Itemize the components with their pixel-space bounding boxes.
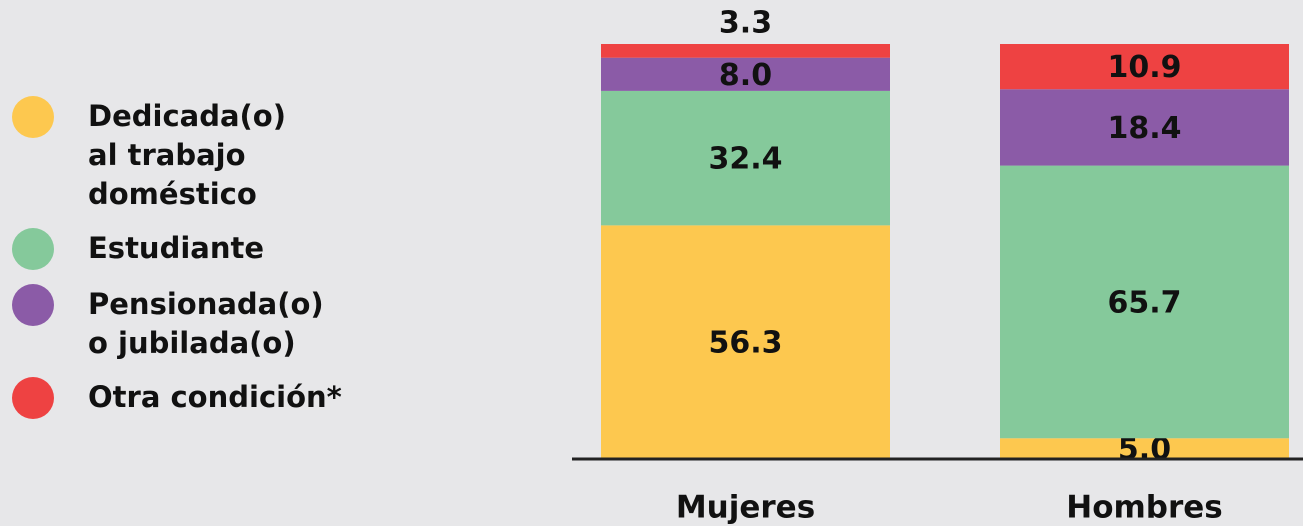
bar-segment (601, 225, 890, 459)
legend-label: Pensionada(o) o jubilada(o) (88, 287, 324, 360)
data-label: 10.9 (1107, 50, 1181, 85)
bar-segment (601, 44, 890, 58)
data-label: 3.3 (719, 6, 772, 41)
legend-item: Estudiante (12, 228, 342, 270)
bar-segment (1000, 89, 1289, 166)
bar-segment (1000, 438, 1289, 459)
legend-label: Dedicada(o) al trabajo doméstico (88, 99, 286, 211)
legend-swatch (12, 96, 54, 138)
legend: Dedicada(o) al trabajo doméstico Estudian… (12, 96, 342, 419)
legend-swatch (12, 228, 54, 270)
bar-segment (601, 90, 890, 226)
x-tick-label: Mujeres (676, 490, 815, 526)
x-tick-label: Hombres (1066, 490, 1223, 526)
legend-item: Otra condición* (12, 377, 342, 419)
bar-segment (1000, 44, 1289, 90)
data-label: 65.7 (1107, 285, 1181, 320)
data-label: 32.4 (708, 142, 782, 177)
legend-swatch (12, 284, 54, 326)
legend-swatch (12, 377, 54, 419)
legend-label: Otra condición* (88, 380, 342, 414)
bar-segment (601, 57, 890, 91)
data-label: 18.4 (1107, 111, 1181, 146)
data-label: 56.3 (708, 326, 782, 361)
data-label: 8.0 (719, 58, 772, 93)
legend-item: Dedicada(o) al trabajo doméstico (12, 96, 342, 214)
legend-item: Pensionada(o) o jubilada(o) (12, 284, 342, 363)
legend-label: Estudiante (88, 231, 265, 265)
bar-segment (1000, 165, 1289, 439)
